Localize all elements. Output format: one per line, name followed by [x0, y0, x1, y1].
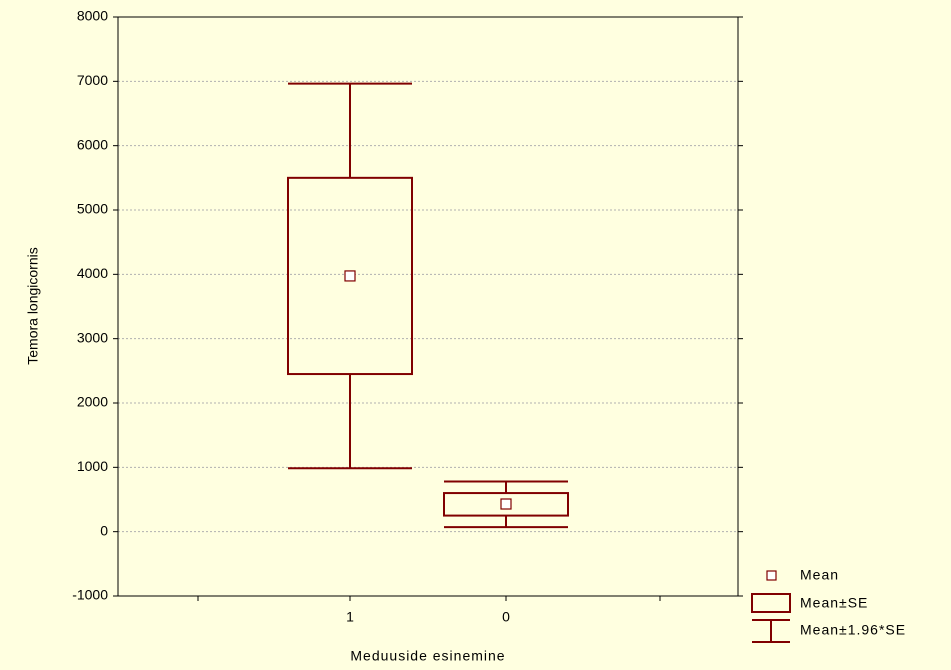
- y-tick-label: 2000: [77, 394, 108, 410]
- legend-mean-symbol: [766, 570, 777, 581]
- plot-frame: [117, 16, 739, 597]
- y-axis-label: Temora longicornis: [25, 247, 41, 365]
- x-axis-label: Meduuside esinemine: [350, 648, 505, 664]
- y-tick-label: 7000: [77, 72, 108, 88]
- y-tick-label: 0: [100, 522, 108, 538]
- y-tick-label: 8000: [77, 8, 108, 24]
- y-tick-label: 3000: [77, 329, 108, 345]
- plot-area: [118, 17, 738, 596]
- x-tick-label: 0: [502, 609, 510, 625]
- x-tick-label: 1: [346, 609, 354, 625]
- y-tick-label: 6000: [77, 136, 108, 152]
- se-box: [287, 176, 413, 376]
- legend-label: Mean: [800, 567, 839, 583]
- y-tick-label: -1000: [72, 587, 108, 603]
- legend-label: Mean±1.96*SE: [800, 622, 906, 638]
- y-tick-label: 1000: [77, 458, 108, 474]
- se-box: [443, 492, 569, 517]
- mean-marker: [500, 498, 512, 510]
- legend-label: Mean±SE: [800, 595, 868, 611]
- legend-se-symbol: [751, 593, 791, 613]
- y-tick-label: 5000: [77, 201, 108, 217]
- y-tick-label: 4000: [77, 265, 108, 281]
- mean-marker: [344, 270, 356, 282]
